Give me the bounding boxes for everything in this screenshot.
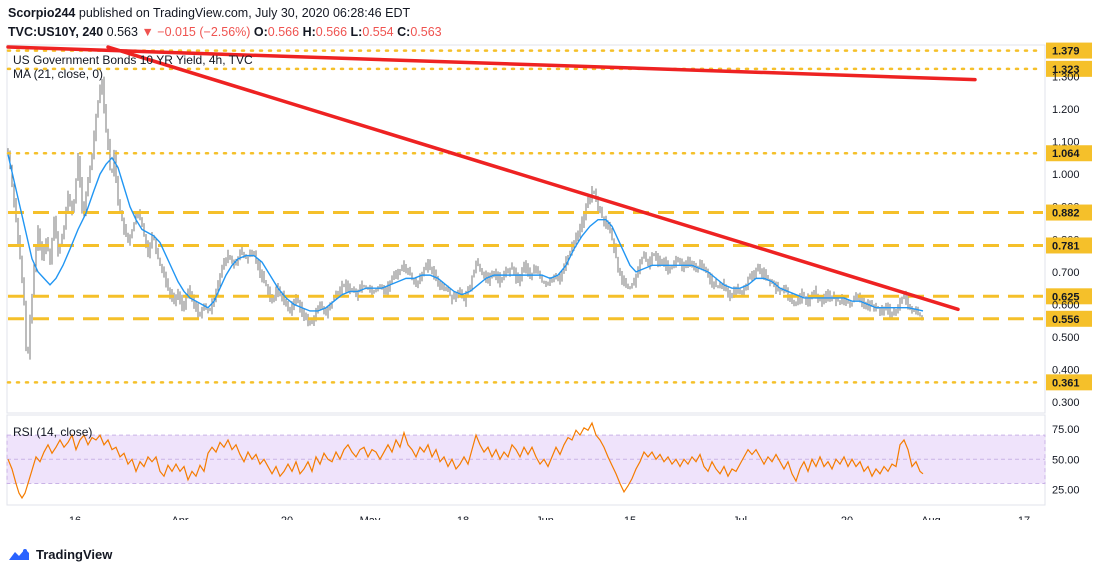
close-value: 0.563	[410, 25, 442, 39]
high-label: H:	[302, 25, 316, 39]
rsi-tick-label: 50.00	[1052, 454, 1080, 466]
price-tick-label: 0.882	[1052, 208, 1080, 220]
low-value: 0.554	[362, 25, 394, 39]
main-pane-title: US Government Bonds 10 YR Yield, 4h, TVC…	[13, 53, 253, 81]
high-value: 0.566	[315, 25, 348, 39]
price-tick-label: 0.500	[1052, 332, 1080, 344]
rsi-tick-label: 25.00	[1052, 485, 1080, 497]
level-price-tag	[1046, 204, 1092, 221]
trend-line	[6, 45, 977, 82]
quote-line: TVC:US10Y, 240 0.563 ▼ −0.015 (−2.56%) O…	[8, 23, 442, 42]
rsi-tick-label: 75.00	[1052, 424, 1080, 436]
time-tick-label: 16	[69, 515, 81, 520]
instrument-title: US Government Bonds 10 YR Yield, 4h, TVC	[13, 53, 253, 67]
time-tick-label: 20	[841, 515, 853, 520]
close-label: C:	[397, 25, 411, 39]
last-price: 0.563	[106, 25, 138, 39]
level-price-tag	[1046, 145, 1092, 162]
price-tick-label: 0.700	[1052, 267, 1080, 279]
price-tick-label: 0.625	[1052, 291, 1080, 303]
time-tick-label: 20	[281, 515, 293, 520]
time-tick-label: Aug	[921, 515, 941, 520]
price-tick-label: 0.361	[1052, 377, 1080, 389]
price-change: −0.015 (−2.56%)	[157, 25, 251, 39]
level-price-tag	[1046, 42, 1092, 59]
price-tick-label: 1.323	[1052, 64, 1080, 76]
price-tick-label: 0.400	[1052, 365, 1080, 377]
level-price-tag	[1046, 310, 1092, 327]
low-label: L:	[350, 25, 363, 39]
trend-lines	[6, 45, 977, 312]
time-tick-label: 18	[457, 515, 469, 520]
chart-canvas[interactable]: 1.3791.3231.3001.2001.1001.0641.0000.900…	[0, 0, 1100, 520]
ma-legend-label: MA (21, close, 0)	[13, 67, 104, 81]
rsi-pane-title: RSI (14, close)	[13, 425, 93, 439]
level-price-tag	[1046, 288, 1092, 305]
level-price-tag	[1046, 237, 1092, 254]
price-tick-label: 1.064	[1052, 148, 1080, 160]
price-pane-frame	[6, 44, 1046, 414]
footer-brand[interactable]: TradingView	[36, 546, 113, 562]
time-tick-label: Jul	[733, 515, 747, 520]
price-tick-label: 1.379	[1052, 46, 1080, 58]
tradingview-logo-icon[interactable]	[8, 547, 30, 561]
time-tick-label: Apr	[171, 515, 188, 520]
footer: TradingView	[8, 543, 112, 565]
price-tick-label: 0.556	[1052, 314, 1080, 326]
symbol-label: TVC:US10Y, 240	[8, 25, 104, 39]
author-name[interactable]: Scorpio244	[8, 6, 76, 20]
price-bars	[7, 76, 923, 360]
open-value: 0.566	[267, 25, 300, 39]
time-tick-label: Jun	[536, 515, 554, 520]
time-tick-label: 15	[624, 515, 636, 520]
price-tick-label: 0.600	[1052, 299, 1080, 311]
trend-line	[106, 45, 960, 312]
price-tick-label: 1.200	[1052, 104, 1080, 116]
time-tick-label: May	[360, 515, 381, 520]
open-label: O:	[253, 25, 268, 39]
publication-line: Scorpio244 published on TradingView.com,…	[8, 4, 442, 23]
chart-header: Scorpio244 published on TradingView.com,…	[8, 4, 442, 42]
level-price-tag	[1046, 60, 1092, 77]
price-tick-label: 0.300	[1052, 397, 1080, 409]
price-axis[interactable]: 1.3791.3231.3001.2001.1001.0641.0000.900…	[1046, 42, 1092, 410]
price-tick-label: 1.000	[1052, 169, 1080, 181]
rsi-line	[7, 421, 924, 500]
time-axis[interactable]: 16 Apr 20 May 18 Jun 15 Jul 20 Aug 17	[69, 515, 1030, 520]
down-arrow-icon: ▼	[141, 25, 154, 39]
level-price-tag	[1046, 374, 1092, 391]
ma-line	[7, 154, 924, 312]
horizontal-levels	[6, 49, 1045, 384]
time-tick-label: 17	[1018, 515, 1030, 520]
price-tick-label: 1.300	[1052, 71, 1080, 83]
price-tick-label: 0.781	[1052, 240, 1080, 252]
published-info: published on TradingView.com, July 30, 2…	[78, 6, 411, 20]
rsi-axis[interactable]: 75.00 50.00 25.00	[1052, 424, 1080, 496]
